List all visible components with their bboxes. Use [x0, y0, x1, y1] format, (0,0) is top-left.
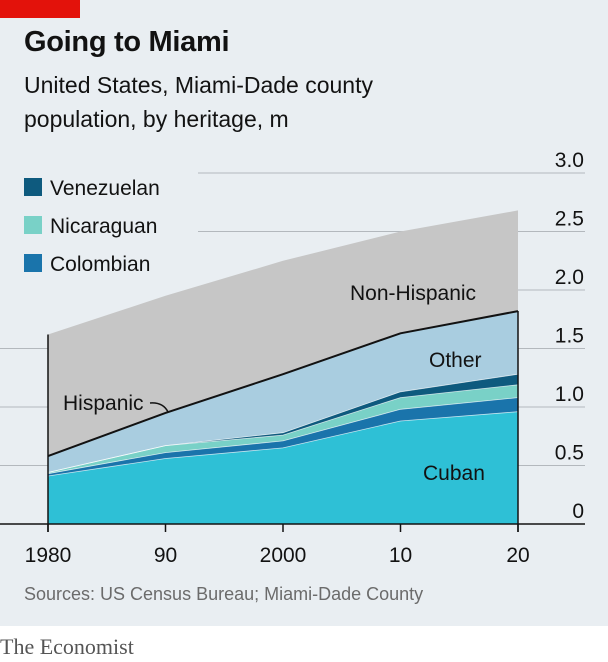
- annotation-hispanic: Hispanic: [63, 392, 144, 415]
- y-tick-label-1: 0.5: [555, 442, 584, 465]
- separator-cuban: [47, 411, 519, 477]
- economist-logo-text: The Economist: [0, 634, 134, 659]
- area-colombian: [48, 397, 518, 476]
- x-tick-label-4: 20: [506, 544, 529, 567]
- hispanic-total-line: [47, 310, 519, 458]
- annotation-non-hispanic: Non-Hispanic: [350, 282, 476, 305]
- area-chart: 0 0.5 1.0 1.5 2.0 2.5 3.0 1980 90 2000 10 20 Venez…: [0, 150, 585, 567]
- brand-red-tag: [0, 0, 80, 18]
- y-tick-label-4: 2.0: [555, 266, 584, 289]
- legend-swatch-colombian: [24, 254, 42, 272]
- legend-swatch-venezuelan: [24, 178, 42, 196]
- y-tick-label-0: 0: [572, 500, 584, 523]
- stacked-areas: [48, 210, 518, 524]
- area-venezuelan: [48, 374, 518, 473]
- legend: Venezuelan Nicaraguan Colombian: [24, 177, 160, 276]
- chart-subtitle-line-1: United States, Miami-Dade county: [24, 72, 373, 98]
- annotation-other: Other: [429, 349, 482, 372]
- total-lines: [47, 310, 519, 477]
- y-tick-label-2: 1.0: [555, 383, 584, 406]
- legend-label-nicaraguan: Nicaraguan: [50, 215, 157, 238]
- annotation-cuban: Cuban: [423, 462, 485, 485]
- annotation-hispanic-leader: [149, 402, 169, 413]
- area-other: [48, 311, 518, 473]
- chart-subtitle-line-2: population, by heritage, m: [24, 106, 289, 132]
- y-tick-label-6: 3.0: [555, 150, 584, 172]
- axes: [0, 311, 585, 532]
- x-tick-label-0: 1980: [25, 544, 72, 567]
- y-tick-label-5: 2.5: [555, 208, 584, 231]
- legend-label-colombian: Colombian: [50, 253, 150, 276]
- source-note: Sources: US Census Bureau; Miami-Dade Co…: [24, 584, 424, 604]
- legend-label-venezuelan: Venezuelan: [50, 177, 160, 200]
- y-tick-label-3: 1.5: [555, 325, 584, 348]
- separator-colombian: [47, 397, 519, 475]
- chart-title: Going to Miami: [24, 26, 230, 58]
- y-tick-labels: 0 0.5 1.0 1.5 2.0 2.5 3.0: [555, 150, 584, 523]
- area-nicaraguan: [48, 384, 518, 474]
- area-non_hispanic: [48, 210, 518, 457]
- x-tick-label-3: 10: [389, 544, 412, 567]
- area-cuban: [48, 411, 518, 524]
- x-tick-label-1: 90: [154, 544, 177, 567]
- legend-swatch-nicaraguan: [24, 216, 42, 234]
- x-tick-label-2: 2000: [260, 544, 307, 567]
- x-tick-labels: 1980 90 2000 10 20: [25, 544, 530, 567]
- separator-venezuelan: [47, 373, 519, 473]
- annotations: Non-Hispanic Other Cuban Hispanic: [63, 282, 485, 485]
